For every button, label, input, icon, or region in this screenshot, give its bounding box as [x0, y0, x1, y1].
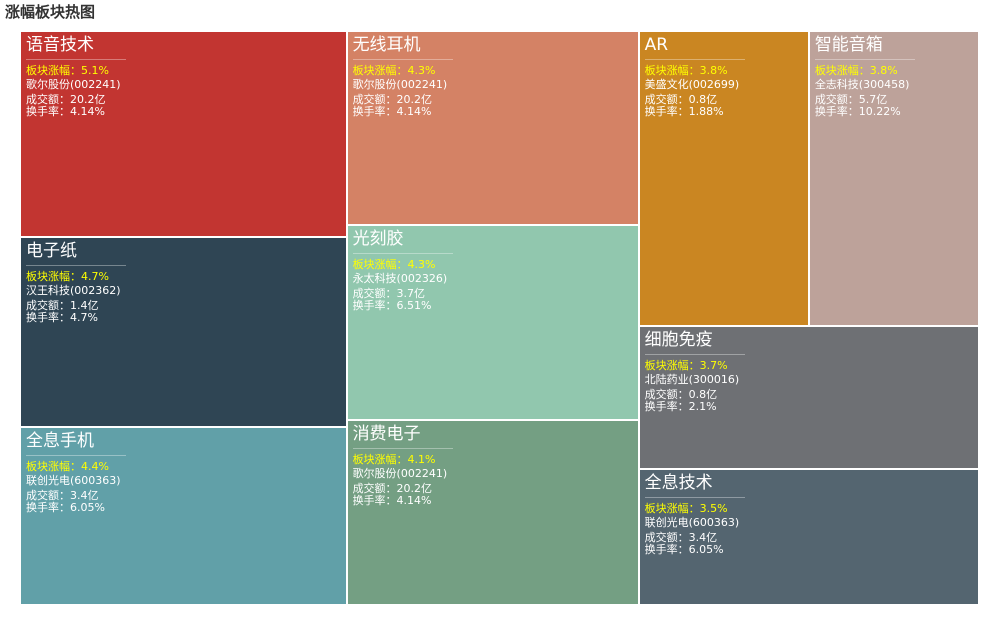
tile-change-label: 板块涨幅：3.5% — [644, 502, 728, 516]
tile-name: 细胞免疫 — [644, 329, 713, 350]
tile-divider — [644, 497, 745, 499]
treemap-tile[interactable]: 无线耳机板块涨幅：4.3% 歌尔股份(002241) 成交额：20.2亿 换手率：4.… — [346, 31, 639, 226]
treemap-tile[interactable]: AR 板块涨幅：3.8% 美盛文化(002699) 成交额：0.8亿 换手率：1.88% — [638, 31, 809, 326]
tile-volume-label: 成交额：20.2亿 — [352, 93, 433, 106]
tile-name: 全息手机 — [26, 431, 94, 452]
tile-volume-label: 成交额：20.2亿 — [352, 481, 433, 495]
tile-turnover-label: 换手率：6.05% — [644, 543, 724, 557]
tile-turnover-label: 换手率：4.7% — [26, 311, 98, 325]
tile-volume-label: 成交额：1.4亿 — [26, 299, 99, 313]
tile-turnover-label: 换手率：4.14% — [352, 493, 432, 507]
tile-turnover-label: 换手率：1.88% — [644, 105, 724, 118]
tile-volume-label: 成交额：20.2亿 — [26, 93, 106, 106]
treemap-tile[interactable]: 电子纸板块涨幅：4.7% 汉王科技(002362) 成交额：1.4亿 换手率：4.7% — [20, 237, 347, 428]
tile-turnover-label: 换手率：4.14% — [352, 105, 432, 118]
tile-divider — [352, 59, 453, 60]
tile-change-label: 板块涨幅：4.3% — [352, 258, 436, 272]
tile-name: 光刻胶 — [352, 229, 404, 250]
tile-name: 全息技术 — [644, 473, 713, 494]
treemap-tile[interactable]: 消费电子板块涨幅：4.1% 歌尔股份(002241) 成交额：20.2亿 换手率：4.… — [346, 419, 639, 605]
tile-change-label: 板块涨幅：4.3% — [352, 64, 436, 77]
tile-divider — [26, 59, 126, 60]
tile-turnover-label: 换手率：6.05% — [26, 501, 105, 515]
tile-divider — [644, 59, 745, 60]
tile-name: 语音技术 — [26, 35, 94, 55]
tile-divider — [352, 253, 453, 255]
treemap-tile[interactable]: 全息技术板块涨幅：3.5% 联创光电(600363) 成交额：3.4亿 换手率：6.0… — [638, 469, 979, 605]
tile-divider — [352, 447, 453, 449]
tile-turnover-label: 换手率：6.51% — [352, 299, 432, 313]
tile-change-label: 板块涨幅：4.1% — [352, 452, 436, 466]
tile-change-label: 板块涨幅：3.8% — [644, 64, 728, 77]
tile-stock-label: 歌尔股份(002241) — [352, 466, 448, 480]
treemap-tile[interactable]: 光刻胶板块涨幅：4.3% 永太科技(002326) 成交额：3.7亿 换手率：6.51… — [346, 225, 639, 420]
tile-volume-label: 成交额：0.8亿 — [644, 387, 718, 401]
tile-stock-label: 全志科技(300458) — [814, 78, 910, 91]
tile-turnover-label: 换手率：4.14% — [26, 105, 105, 118]
tile-stock-label: 联创光电(600363) — [644, 516, 740, 530]
tile-divider — [26, 265, 126, 267]
tile-name: 电子纸 — [26, 241, 77, 262]
tile-change-label: 板块涨幅：5.1% — [26, 64, 109, 77]
tile-stock-label: 北陆药业(300016) — [644, 372, 740, 386]
tile-name: 智能音箱 — [814, 35, 883, 55]
tile-stock-label: 歌尔股份(002241) — [26, 78, 121, 91]
tile-volume-label: 成交额：5.7亿 — [814, 93, 888, 106]
treemap-tile[interactable]: 细胞免疫板块涨幅：3.7% 北陆药业(300016) 成交额：0.8亿 换手率：2.1… — [638, 325, 979, 470]
tile-volume-label: 成交额：3.4亿 — [644, 531, 718, 545]
tile-volume-label: 成交额：3.7亿 — [352, 287, 426, 301]
tile-change-label: 板块涨幅：4.7% — [26, 270, 109, 284]
tile-stock-label: 美盛文化(002699) — [644, 78, 740, 91]
tile-name: 无线耳机 — [352, 35, 421, 55]
tile-turnover-label: 换手率：2.1% — [644, 399, 717, 413]
treemap-tile[interactable]: 智能音箱板块涨幅：3.8% 全志科技(300458) 成交额：5.7亿 换手率：10.… — [808, 31, 979, 326]
tile-stock-label: 汉王科技(002362) — [26, 284, 121, 298]
treemap-tile[interactable]: 语音技术板块涨幅：5.1% 歌尔股份(002241) 成交额：20.2亿 换手率：4.… — [20, 31, 347, 238]
chart-title: 涨幅板块热图 — [5, 3, 96, 21]
tile-name: AR — [644, 35, 669, 55]
tile-stock-label: 永太科技(002326) — [352, 272, 448, 286]
tile-stock-label: 联创光电(600363) — [26, 474, 121, 488]
tile-change-label: 板块涨幅：3.7% — [644, 358, 728, 372]
tile-change-label: 板块涨幅：4.4% — [26, 460, 109, 474]
tile-name: 消费电子 — [352, 423, 421, 444]
treemap-tile[interactable]: 全息手机板块涨幅：4.4% 联创光电(600363) 成交额：3.4亿 换手率：6.0… — [20, 427, 347, 605]
tile-divider — [814, 59, 915, 60]
tile-divider — [26, 455, 126, 457]
tile-volume-label: 成交额：3.4亿 — [26, 489, 99, 503]
tile-volume-label: 成交额：0.8亿 — [644, 93, 718, 106]
tile-stock-label: 歌尔股份(002241) — [352, 78, 448, 91]
tile-turnover-label: 换手率：10.22% — [814, 105, 901, 118]
tile-change-label: 板块涨幅：3.8% — [814, 64, 898, 77]
tile-divider — [644, 353, 745, 355]
